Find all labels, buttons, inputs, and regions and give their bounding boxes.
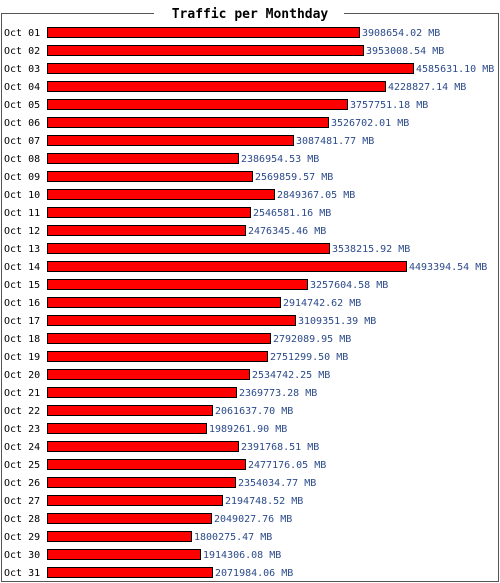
value-label: 4585631.10 MB bbox=[416, 64, 494, 75]
bar bbox=[47, 135, 294, 146]
value-label: 3953008.54 MB bbox=[366, 46, 444, 57]
category-label: Oct 28 bbox=[4, 514, 40, 525]
value-label: 2194748.52 MB bbox=[225, 496, 303, 507]
bar bbox=[47, 315, 296, 326]
bar bbox=[47, 477, 236, 488]
value-label: 3109351.39 MB bbox=[298, 316, 376, 327]
value-label: 2369773.28 MB bbox=[239, 388, 317, 399]
category-label: Oct 19 bbox=[4, 352, 40, 363]
title-background bbox=[154, 4, 344, 22]
bar bbox=[47, 369, 250, 380]
category-label: Oct 26 bbox=[4, 478, 40, 489]
bar bbox=[47, 243, 330, 254]
value-label: 3908654.02 MB bbox=[362, 28, 440, 39]
bar bbox=[47, 351, 268, 362]
value-label: 2849367.05 MB bbox=[277, 190, 355, 201]
category-label: Oct 30 bbox=[4, 550, 40, 561]
category-label: Oct 31 bbox=[4, 568, 40, 579]
category-label: Oct 10 bbox=[4, 190, 40, 201]
value-label: 3257604.58 MB bbox=[310, 280, 388, 291]
category-label: Oct 08 bbox=[4, 154, 40, 165]
value-label: 2914742.62 MB bbox=[283, 298, 361, 309]
bar bbox=[47, 63, 414, 74]
category-label: Oct 12 bbox=[4, 226, 40, 237]
bar bbox=[47, 567, 213, 578]
bar bbox=[47, 45, 364, 56]
category-label: Oct 17 bbox=[4, 316, 40, 327]
value-label: 2751299.50 MB bbox=[270, 352, 348, 363]
value-label: 2534742.25 MB bbox=[252, 370, 330, 381]
bar bbox=[47, 99, 348, 110]
category-label: Oct 04 bbox=[4, 82, 40, 93]
category-label: Oct 01 bbox=[4, 28, 40, 39]
category-label: Oct 20 bbox=[4, 370, 40, 381]
value-label: 2792089.95 MB bbox=[273, 334, 351, 345]
category-label: Oct 27 bbox=[4, 496, 40, 507]
bar bbox=[47, 531, 192, 542]
bar bbox=[47, 171, 253, 182]
category-label: Oct 25 bbox=[4, 460, 40, 471]
category-label: Oct 06 bbox=[4, 118, 40, 129]
bar bbox=[47, 423, 207, 434]
value-label: 1914306.08 MB bbox=[203, 550, 281, 561]
bar bbox=[47, 225, 246, 236]
bar bbox=[47, 495, 223, 506]
value-label: 1989261.90 MB bbox=[209, 424, 287, 435]
category-label: Oct 18 bbox=[4, 334, 40, 345]
category-label: Oct 13 bbox=[4, 244, 40, 255]
category-label: Oct 11 bbox=[4, 208, 40, 219]
category-label: Oct 07 bbox=[4, 136, 40, 147]
bar bbox=[47, 333, 271, 344]
bar bbox=[47, 405, 213, 416]
value-label: 3526702.01 MB bbox=[331, 118, 409, 129]
value-label: 2049027.76 MB bbox=[214, 514, 292, 525]
bar bbox=[47, 387, 237, 398]
bar bbox=[47, 261, 407, 272]
value-label: 2386954.53 MB bbox=[241, 154, 319, 165]
value-label: 4228827.14 MB bbox=[388, 82, 466, 93]
value-label: 3087481.77 MB bbox=[296, 136, 374, 147]
value-label: 2354034.77 MB bbox=[238, 478, 316, 489]
bar bbox=[47, 513, 212, 524]
category-label: Oct 09 bbox=[4, 172, 40, 183]
category-label: Oct 16 bbox=[4, 298, 40, 309]
bar bbox=[47, 441, 239, 452]
value-label: 2391768.51 MB bbox=[241, 442, 319, 453]
value-label: 2477176.05 MB bbox=[248, 460, 326, 471]
bar bbox=[47, 549, 201, 560]
category-label: Oct 21 bbox=[4, 388, 40, 399]
bar bbox=[47, 297, 281, 308]
category-label: Oct 29 bbox=[4, 532, 40, 543]
bar bbox=[47, 153, 239, 164]
value-label: 2546581.16 MB bbox=[253, 208, 331, 219]
bar bbox=[47, 117, 329, 128]
value-label: 2569859.57 MB bbox=[255, 172, 333, 183]
value-label: 1800275.47 MB bbox=[194, 532, 272, 543]
bar bbox=[47, 27, 360, 38]
category-label: Oct 23 bbox=[4, 424, 40, 435]
value-label: 2071984.06 MB bbox=[215, 568, 293, 579]
category-label: Oct 22 bbox=[4, 406, 40, 417]
value-label: 2061637.70 MB bbox=[215, 406, 293, 417]
bar-rows: Oct 01 3908654.02 MB Oct 02 3953008.54 MB Oc… bbox=[4, 27, 494, 579]
category-label: Oct 14 bbox=[4, 262, 40, 273]
category-label: Oct 24 bbox=[4, 442, 40, 453]
value-label: 3757751.18 MB bbox=[350, 100, 428, 111]
value-label: 3538215.92 MB bbox=[332, 244, 410, 255]
value-label: 2476345.46 MB bbox=[248, 226, 326, 237]
category-label: Oct 02 bbox=[4, 46, 40, 57]
category-label: Oct 05 bbox=[4, 100, 40, 111]
category-label: Oct 03 bbox=[4, 64, 40, 75]
bar bbox=[47, 459, 246, 470]
bar bbox=[47, 207, 251, 218]
category-label: Oct 15 bbox=[4, 280, 40, 291]
bar bbox=[47, 279, 308, 290]
bar bbox=[47, 81, 386, 92]
chart-title: Traffic per Monthday bbox=[172, 7, 329, 22]
value-label: 4493394.54 MB bbox=[409, 262, 487, 273]
bar bbox=[47, 189, 275, 200]
